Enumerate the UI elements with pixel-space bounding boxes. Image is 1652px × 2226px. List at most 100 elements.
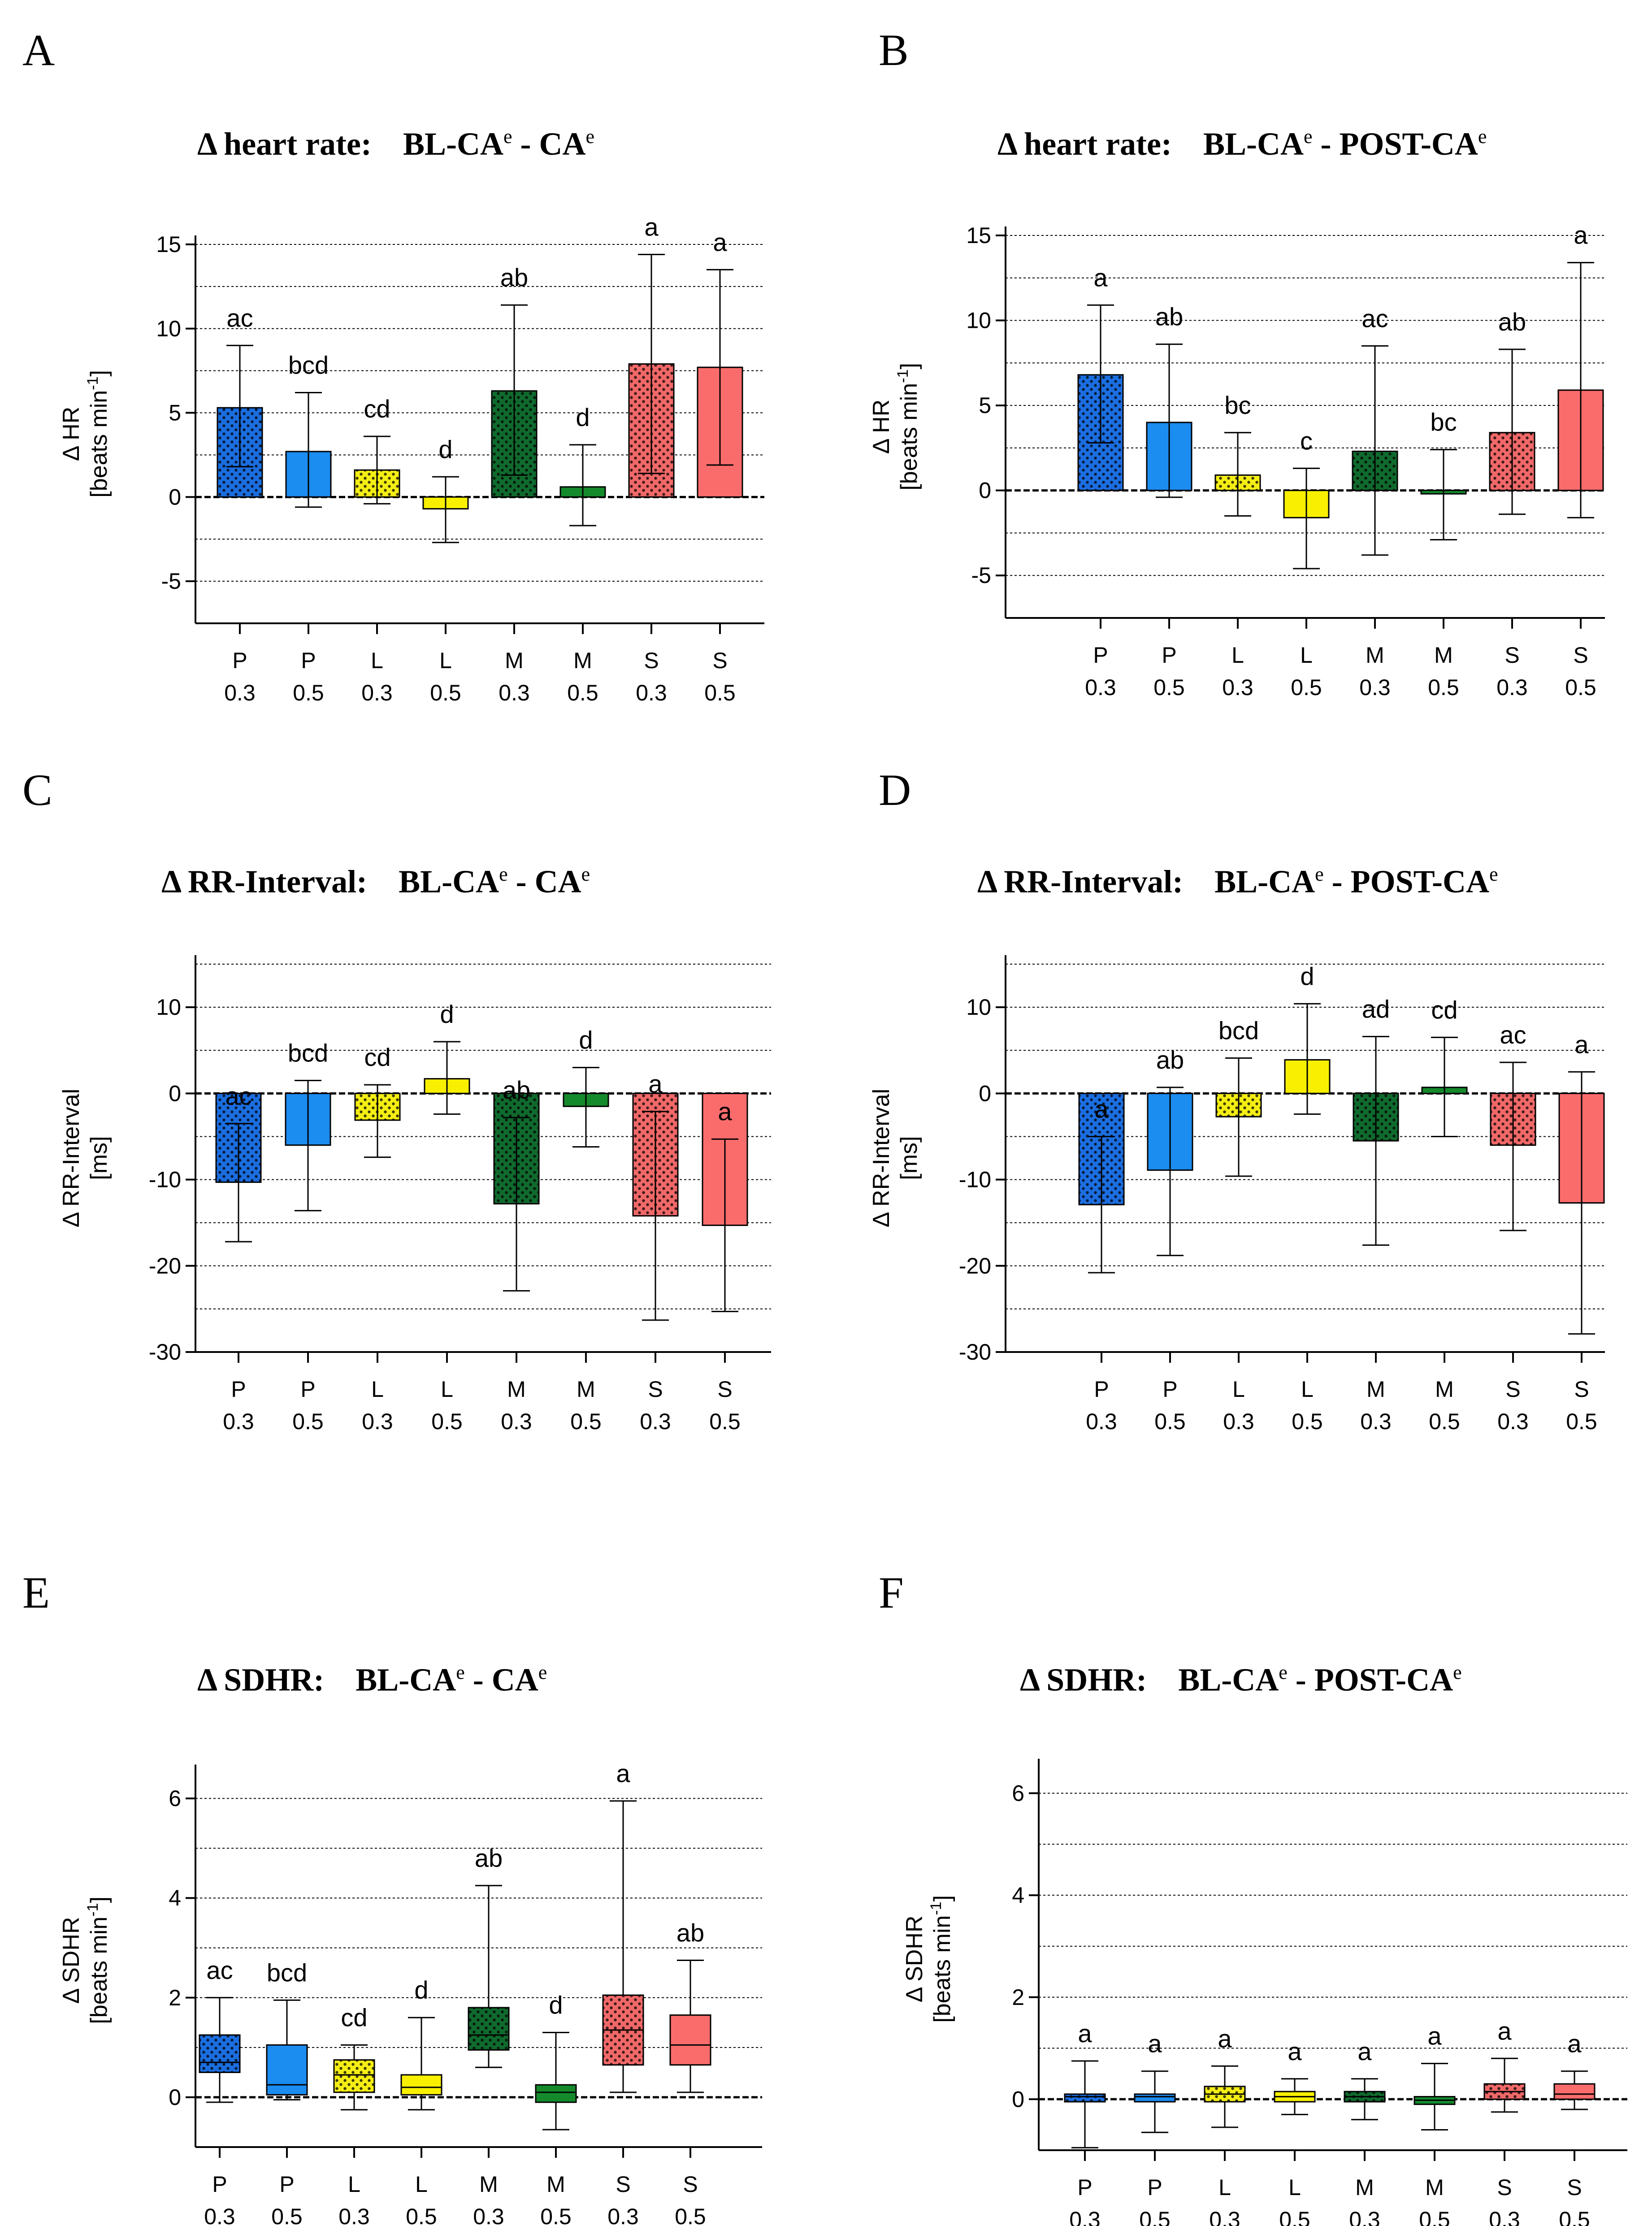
y-axis-label-d: Δ RR-Interval[ms] (868, 1089, 922, 1227)
title-sep: - (1313, 126, 1340, 162)
significance-label: a (713, 228, 727, 256)
significance-label: a (718, 1097, 732, 1126)
panel-letter-f: F (879, 1568, 904, 1617)
y-tick-label: 0 (169, 484, 181, 509)
x-dose-label: 0.5 (1279, 2207, 1310, 2226)
y-label-sup: -1 (84, 377, 101, 390)
significance-label: ac (1361, 304, 1388, 332)
title-main: Δ SDHR: (1020, 1662, 1147, 1698)
x-dose-label: 0.3 (499, 680, 530, 705)
x-dose-label: 0.3 (1496, 675, 1528, 700)
y-axis-label-c: Δ RR-Interval[ms] (58, 1089, 112, 1227)
y-label-line1: Δ HR (58, 407, 84, 461)
y-tick-label: 0 (169, 2085, 181, 2110)
x-dose-label: 0.3 (1222, 675, 1253, 700)
y-tick-label: 4 (169, 1886, 181, 1911)
title-sup2: e (538, 1661, 547, 1683)
y-tick-label: 5 (169, 400, 181, 426)
x-category-label: M (507, 1377, 526, 1402)
title-part2: CA (539, 126, 586, 162)
chart-title-a: Δ heart rate: BL-CAe - CAe (197, 126, 594, 162)
x-dose-label: 0.5 (540, 2204, 572, 2226)
panel-letter-e: E (22, 1568, 50, 1617)
y-tick-label: 0 (1012, 2087, 1024, 2112)
x-category-label: L (1232, 1377, 1245, 1402)
y-tick-label: -5 (161, 569, 181, 594)
chart-title-e: Δ SDHR: BL-CAe - CAe (197, 1661, 547, 1698)
y-axis-label-a: Δ HR[beats min-1] (58, 370, 112, 498)
x-category-label: M (505, 648, 524, 673)
x-dose-label: 0.5 (271, 2204, 303, 2226)
title-part2: POST-CA (1314, 1662, 1453, 1698)
x-category-label: P (1162, 1377, 1177, 1402)
title-part1: BL-CA (356, 1662, 456, 1698)
significance-label: a (1078, 2019, 1092, 2048)
significance-label: bc (1430, 408, 1457, 436)
box (1553, 2083, 1596, 2100)
x-category-label: S (1497, 2175, 1512, 2200)
x-dose-label: 0.5 (704, 680, 736, 705)
title-part1: BL-CA (1214, 864, 1315, 900)
x-dose-label: 0.3 (361, 680, 393, 705)
x-category-label: M (577, 1377, 595, 1402)
x-dose-label: 0.5 (1559, 2207, 1590, 2226)
x-category-label: M (1425, 2175, 1444, 2200)
x-dose-label: 0.3 (501, 1409, 532, 1434)
y-tick-label: -30 (149, 1339, 181, 1365)
x-category-label: S (648, 1377, 663, 1402)
x-category-label: M (573, 648, 592, 673)
title-part1: BL-CA (1203, 126, 1304, 162)
x-category-label: M (1355, 2175, 1374, 2200)
x-category-label: S (1574, 1377, 1589, 1402)
box (535, 2084, 577, 2103)
x-category-label: L (439, 648, 452, 673)
y-tick-label: 5 (979, 393, 991, 418)
significance-label: d (576, 403, 590, 431)
x-dose-label: 0.5 (430, 680, 461, 705)
x-category-label: L (348, 2172, 360, 2197)
x-category-label: M (479, 2172, 498, 2197)
x-dose-label: 0.5 (1419, 2207, 1450, 2226)
chart-title-d: Δ RR-Interval: BL-CAe - POST-CAe (977, 863, 1498, 900)
significance-label: a (1574, 221, 1588, 249)
y-label-line2: [beats min (929, 1915, 955, 2023)
x-category-label: S (616, 2172, 630, 2197)
x-category-label: M (1366, 643, 1384, 668)
title-sep: - (508, 864, 535, 900)
x-dose-label: 0.3 (636, 680, 667, 705)
x-dose-label: 0.5 (675, 2204, 706, 2226)
title-sup1: e (456, 1661, 465, 1683)
box (400, 2074, 442, 2096)
significance-label: bcd (288, 1039, 328, 1067)
y-label-line2: [ms] (86, 1136, 112, 1180)
x-dose-label: 0.5 (1429, 1409, 1460, 1434)
significance-label: cd (1431, 996, 1457, 1024)
significance-label: a (644, 213, 659, 241)
x-dose-label: 0.5 (1154, 1409, 1186, 1434)
x-dose-label: 0.3 (1360, 1409, 1392, 1434)
title-sup2: e (1478, 126, 1487, 148)
x-category-label: M (1434, 643, 1453, 668)
x-category-label: S (1567, 2175, 1582, 2200)
x-dose-label: 0.3 (1489, 2207, 1520, 2226)
significance-label: ab (475, 1844, 503, 1872)
significance-label: a (1093, 263, 1108, 291)
y-tick-label: 0 (169, 1081, 181, 1106)
x-category-label: M (1366, 1377, 1385, 1402)
title-sup2: e (586, 126, 595, 148)
significance-label: d (414, 1976, 428, 2004)
significance-label: ab (503, 1076, 530, 1104)
x-dose-label: 0.5 (709, 1409, 741, 1434)
x-category-label: P (300, 1377, 315, 1402)
x-dose-label: 0.3 (473, 2204, 504, 2226)
y-tick-label: 10 (966, 308, 991, 333)
y-tick-label: 2 (169, 1985, 181, 2010)
significance-label: a (1497, 2017, 1512, 2045)
panel-letter-a: A (22, 25, 55, 75)
significance-label: a (1148, 2030, 1162, 2058)
x-dose-label: 0.5 (570, 1409, 602, 1434)
significance-label: ac (1500, 1021, 1526, 1049)
